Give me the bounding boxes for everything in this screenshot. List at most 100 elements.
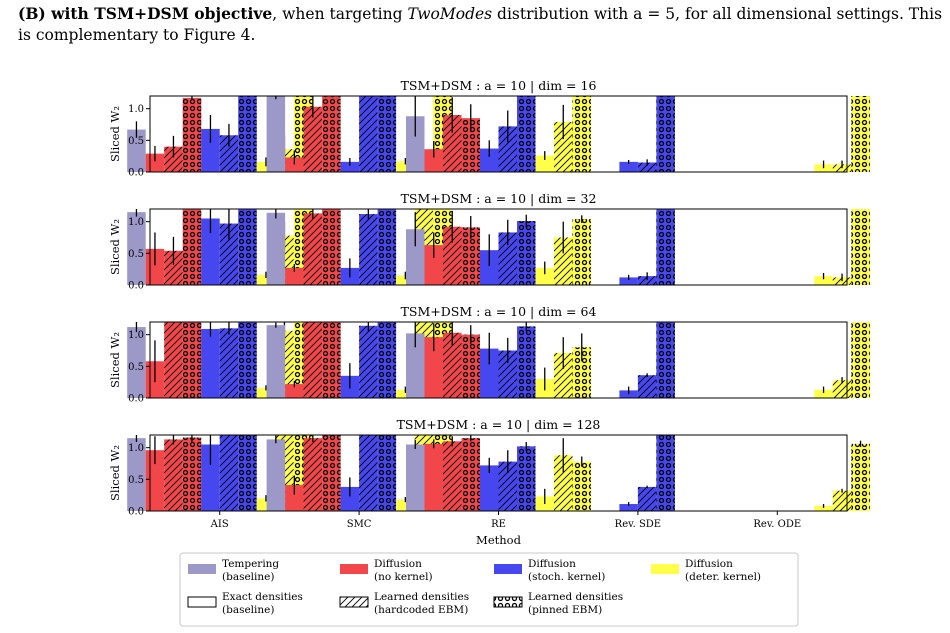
bar-pattern	[377, 209, 397, 285]
legend-sublabel: (pinned EBM)	[528, 604, 602, 616]
bar-pattern	[656, 435, 675, 511]
bar-pattern	[303, 438, 323, 511]
bar-pattern	[164, 146, 183, 172]
bar-pattern	[554, 237, 573, 285]
bar-pattern	[182, 209, 202, 285]
bar-pattern	[164, 250, 183, 285]
bar	[814, 505, 833, 511]
panel-frame	[149, 321, 848, 399]
bar-pattern	[238, 96, 257, 172]
bar-pattern	[637, 276, 657, 285]
caption-pre: , when targeting	[272, 5, 408, 23]
bar	[127, 129, 146, 172]
bar-pattern	[461, 118, 480, 172]
legend-entry: Tempering(baseline)	[188, 558, 279, 583]
legend-label: Diffusion	[685, 558, 733, 570]
legend-sublabel: (no kernel)	[374, 571, 433, 583]
caption-dist: TwoModes	[407, 5, 493, 23]
bar-pattern	[443, 332, 462, 398]
x-tick-label: Rev. SDE	[615, 519, 661, 530]
panel-title: TSM+DSM : a = 10 | dim = 32	[401, 191, 597, 206]
bar	[266, 439, 286, 511]
bar	[127, 327, 146, 398]
legend-swatch-pattern	[494, 597, 522, 607]
y-tick-label: 0.0	[128, 168, 144, 179]
bar-pattern	[572, 347, 591, 398]
y-tick-label: 0.0	[128, 281, 144, 292]
legend-sublabel: (baseline)	[222, 604, 274, 616]
y-tick-label: 0.5	[128, 362, 144, 373]
bar-pattern	[637, 375, 657, 398]
bar-pattern	[182, 97, 202, 172]
legend-swatch	[340, 564, 368, 574]
bar-pattern	[322, 96, 341, 172]
y-axis-label: Sliced W₂	[108, 219, 122, 275]
bar	[201, 218, 220, 285]
bar	[406, 333, 425, 398]
bar	[201, 128, 220, 172]
legend-swatch	[651, 564, 679, 574]
bar-pattern	[498, 350, 517, 398]
legend-swatch	[494, 564, 522, 574]
panel-3: TSM+DSM : a = 10 | dim = 64 0.0 0.5 1.0 Slic…	[108, 304, 870, 405]
bar-pattern	[303, 322, 323, 398]
bar-pattern	[572, 461, 591, 511]
bar	[285, 384, 304, 398]
bar-pattern	[377, 96, 397, 172]
y-tick-label: 0.5	[128, 475, 144, 486]
bar-pattern	[498, 126, 517, 172]
x-tick-label: RE	[491, 519, 506, 530]
bar	[480, 250, 499, 285]
panel-frame	[149, 95, 848, 173]
legend-box	[179, 552, 799, 627]
y-tick-label: 1.0	[128, 104, 144, 115]
bar-pattern	[219, 135, 239, 172]
panel-frame	[149, 208, 848, 286]
x-axis-label: Method	[476, 533, 522, 547]
bar-pattern	[461, 334, 480, 398]
bar-pattern	[443, 226, 462, 285]
panel-1: TSM+DSM : a = 10 | dim = 16 0.0 0.5 1.0 Slic…	[108, 78, 870, 179]
bar-pattern	[322, 435, 341, 511]
bar-pattern	[238, 322, 257, 398]
bar	[256, 274, 276, 285]
bar	[406, 444, 425, 511]
bar-pattern	[637, 486, 657, 511]
y-tick-label: 1.0	[128, 330, 144, 341]
bar	[127, 212, 146, 285]
bar	[266, 212, 286, 285]
bar	[480, 465, 499, 511]
legend-sublabel: (hardcoded EBM)	[374, 604, 468, 616]
legend-label: Diffusion	[374, 558, 422, 570]
bar-pattern	[182, 322, 202, 398]
y-tick-label: 0.0	[128, 507, 144, 518]
bar	[266, 96, 286, 172]
caption-post: distribution with a = 5, for all dimensi…	[18, 5, 943, 44]
bar-pattern	[517, 326, 536, 398]
bar	[396, 499, 415, 511]
y-tick-label: 0.0	[128, 394, 144, 405]
bar-pattern	[637, 162, 657, 172]
bar	[406, 116, 425, 172]
bar-pattern	[238, 435, 257, 511]
bar	[285, 267, 304, 285]
bar	[396, 161, 415, 172]
bar	[340, 161, 360, 172]
bar-pattern	[359, 435, 378, 511]
bar-pattern	[238, 209, 257, 285]
legend-label: Learned densities	[528, 591, 623, 603]
bar	[424, 149, 443, 172]
bar	[201, 328, 220, 398]
legend-label: Tempering	[222, 558, 279, 570]
legend-entry: Diffusion(no kernel)	[340, 558, 433, 583]
bar-pattern	[498, 232, 517, 285]
bar-pattern	[164, 322, 183, 398]
bar	[127, 438, 146, 511]
bar	[424, 337, 443, 398]
bar-pattern	[851, 209, 870, 285]
legend-swatch-pattern	[340, 597, 368, 607]
y-tick-label: 1.0	[128, 217, 144, 228]
bar	[406, 229, 425, 285]
legend-entry: Exact densities(baseline)	[187, 591, 303, 616]
bar-pattern	[359, 214, 378, 285]
